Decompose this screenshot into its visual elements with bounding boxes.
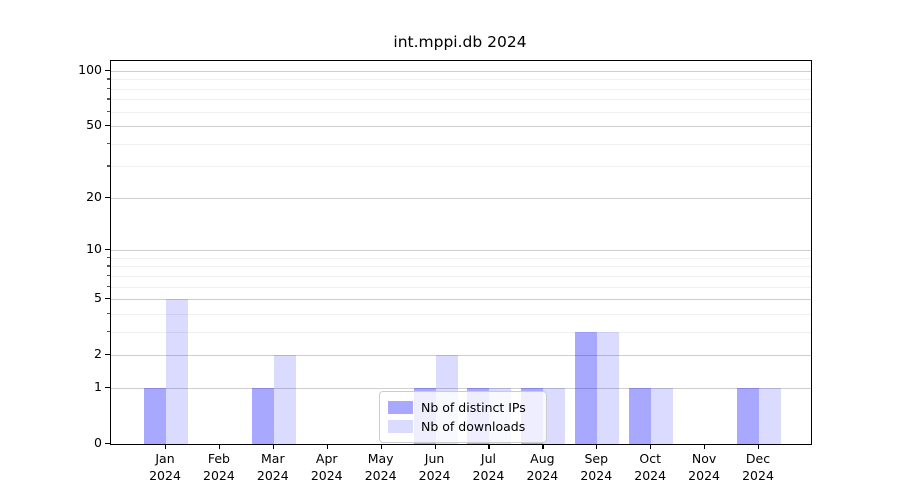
y-axis-tick: [105, 386, 110, 389]
y-axis-tick: [105, 125, 110, 127]
gridline-major: [111, 126, 811, 128]
y-axis-tick-label: 100: [78, 62, 102, 77]
y-axis-tick-label: 0: [94, 435, 102, 450]
y-axis-tick: [105, 443, 110, 445]
x-axis-tick-label: Jul 2024: [472, 451, 505, 483]
x-axis-tick-label: Nov 2024: [688, 451, 720, 483]
gridline-major: [111, 299, 811, 301]
x-axis-tick: [488, 444, 490, 449]
gridline-minor: [111, 257, 811, 259]
x-axis-tick: [326, 444, 328, 449]
y-axis-tick: [105, 298, 110, 300]
bar-distinct-ips: [251, 387, 274, 444]
x-axis-tick-label: Jun 2024: [418, 451, 451, 483]
gridline-minor: [111, 275, 811, 277]
bar-distinct-ips: [737, 387, 759, 444]
gridline-minor: [111, 331, 811, 333]
x-axis-tick-label: Mar 2024: [256, 451, 289, 483]
gridline-major: [111, 250, 811, 252]
x-axis-tick: [704, 444, 706, 449]
legend: Nb of distinct IPs Nb of downloads: [379, 391, 547, 443]
gridline-minor: [111, 88, 811, 90]
x-axis-tick: [272, 444, 274, 449]
gridline-minor: [111, 166, 811, 168]
x-axis-tick: [380, 444, 382, 449]
y-axis-tick: [105, 70, 110, 72]
bar-downloads: [597, 331, 620, 444]
gridline-minor: [111, 313, 811, 315]
x-axis-tick-label: Jan 2024: [149, 451, 181, 483]
y-axis-tick-label: 50: [86, 117, 102, 133]
x-axis-tick-label: Feb 2024: [203, 451, 235, 483]
bar-distinct-ips: [144, 387, 166, 444]
gridline-major: [111, 197, 811, 199]
legend-swatch-downloads: [388, 420, 413, 433]
x-axis-tick-label: Oct 2024: [634, 451, 667, 483]
x-axis-tick-label: Sep 2024: [580, 451, 613, 483]
x-axis-tick-label: Dec 2024: [742, 451, 774, 483]
y-axis-minor-tick: [107, 274, 110, 277]
gridline-minor: [111, 99, 811, 101]
legend-item-distinct-ips: Nb of distinct IPs: [388, 398, 538, 417]
y-axis-tick-label: 1: [94, 378, 102, 394]
gridline-major: [111, 71, 811, 72]
y-axis-minor-tick: [107, 256, 110, 259]
bar-distinct-ips: [629, 387, 652, 444]
x-axis-tick: [650, 444, 652, 449]
gridline-minor: [111, 79, 811, 81]
legend-label-downloads: Nb of downloads: [421, 419, 526, 434]
y-axis-tick: [105, 354, 110, 356]
y-axis-minor-tick: [107, 265, 110, 267]
bar-downloads: [166, 299, 188, 444]
x-axis-tick: [434, 444, 436, 449]
plot-area: Nb of distinct IPs Nb of downloads: [110, 60, 812, 445]
y-axis-tick: [105, 249, 110, 251]
bar-distinct-ips: [575, 331, 598, 444]
y-axis-minor-tick: [107, 110, 110, 112]
gridline-minor: [111, 286, 811, 288]
legend-swatch-distinct-ips: [388, 401, 413, 414]
legend-label-distinct-ips: Nb of distinct IPs: [421, 400, 526, 415]
x-axis-tick-label: May 2024: [364, 451, 397, 483]
gridline-major: [111, 355, 811, 357]
bar-downloads: [273, 355, 296, 444]
y-axis-tick: [105, 196, 110, 199]
y-axis-minor-tick: [107, 165, 110, 167]
y-axis-tick-label: 5: [94, 290, 102, 306]
y-axis-tick-label: 20: [86, 188, 102, 204]
y-axis-minor-tick: [107, 87, 110, 90]
x-axis-tick: [218, 444, 221, 449]
y-axis-minor-tick: [107, 330, 110, 333]
x-axis-tick-label: Apr 2024: [310, 451, 343, 483]
y-axis-minor-tick: [107, 142, 110, 145]
x-axis-tick: [758, 444, 760, 449]
y-axis-minor-tick: [107, 312, 110, 315]
y-axis-tick-label: 10: [86, 241, 102, 257]
bar-downloads: [543, 387, 566, 444]
x-axis-tick-label: Aug 2024: [526, 451, 559, 483]
x-axis-tick: [596, 444, 598, 449]
bar-downloads: [651, 387, 674, 444]
gridline-minor: [111, 143, 811, 145]
chart-title: int.mppi.db 2024: [393, 33, 527, 51]
legend-item-downloads: Nb of downloads: [388, 417, 538, 436]
y-axis-minor-tick: [107, 98, 110, 100]
x-axis-tick: [165, 444, 167, 449]
y-axis-minor-tick: [107, 78, 110, 80]
gridline-major: [111, 387, 811, 389]
x-axis-tick: [542, 444, 544, 449]
y-axis-minor-tick: [107, 285, 110, 287]
bar-downloads: [759, 387, 781, 444]
gridline-minor: [111, 111, 811, 113]
y-axis-tick-label: 2: [94, 346, 102, 362]
gridline-minor: [111, 266, 811, 268]
